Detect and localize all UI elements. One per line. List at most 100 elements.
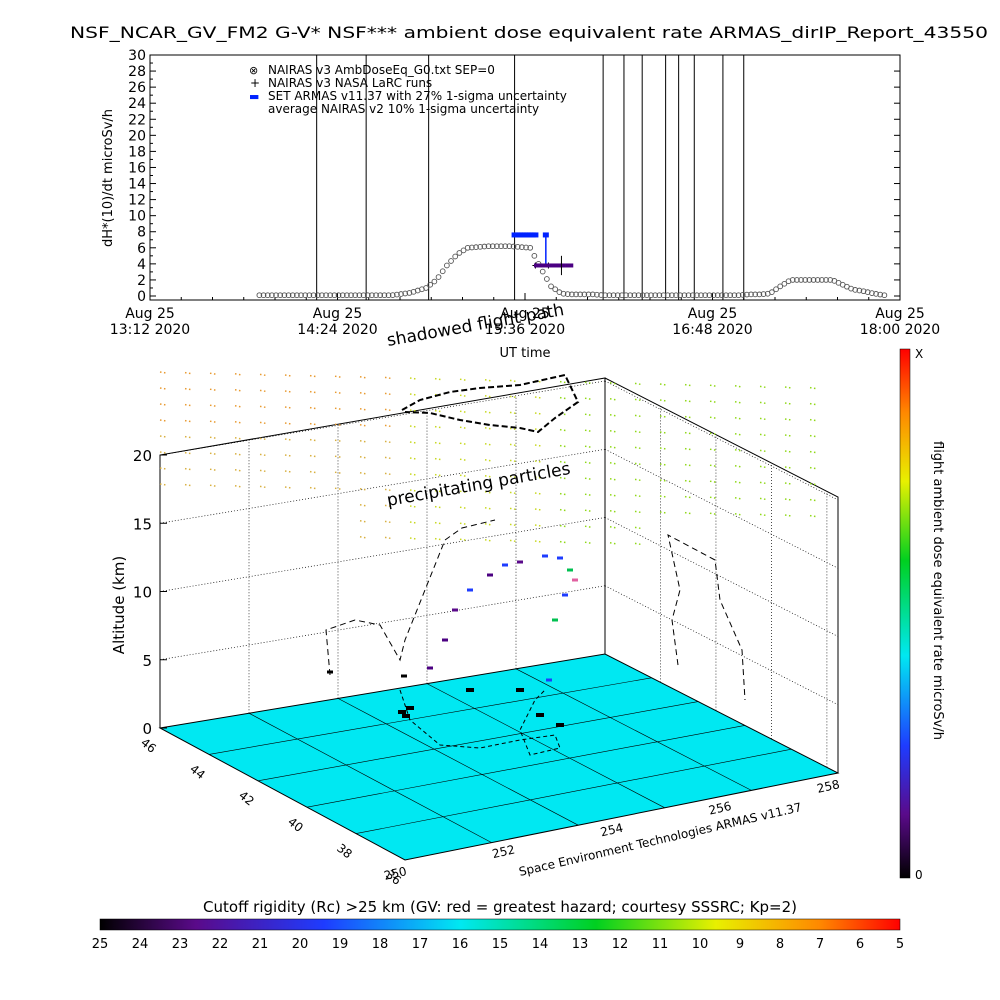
nairas-v3-point	[260, 292, 267, 299]
series-nairas-v3	[256, 243, 888, 299]
armas-point	[532, 232, 539, 238]
series-nairas-v2	[534, 255, 574, 276]
particle-marker	[309, 374, 317, 378]
nairas-v3-point	[464, 244, 471, 251]
nairas-v3-point	[389, 292, 396, 298]
nairas-v3-point	[869, 290, 875, 296]
particle-marker	[159, 435, 167, 438]
x-tick-time: 18:00 2020	[860, 322, 940, 338]
y-tick-label: 0	[137, 289, 146, 305]
particle-marker	[434, 537, 442, 541]
x-tick-time: 14:24 2020	[297, 322, 377, 338]
particle-marker	[734, 513, 742, 516]
nairas-v3-point	[598, 292, 604, 298]
nairas-v3-point	[498, 243, 504, 250]
particle-marker	[734, 465, 742, 468]
x-tick-time: 15:36 2020	[485, 322, 565, 338]
particle-marker	[184, 419, 192, 423]
altitude-ticks: 0 5 10 15 20	[133, 447, 167, 738]
nairas-v3-point	[631, 292, 638, 299]
particle-marker	[484, 427, 492, 430]
particle-marker	[284, 390, 292, 393]
particle-marker	[159, 467, 167, 470]
particle-marker	[509, 427, 517, 431]
particle-marker	[234, 485, 242, 488]
nairas-v3-point	[264, 292, 271, 299]
altitude-tick-label: 5	[142, 652, 152, 670]
particle-marker	[484, 523, 492, 526]
rigidity-tick-label: 23	[172, 937, 189, 952]
nairas-v3-point	[602, 292, 609, 299]
particle-marker	[584, 381, 592, 384]
nairas-v3-point	[639, 292, 646, 299]
nairas-v3-point	[594, 291, 600, 298]
y-axis-label: dH*(10)/dt microSv/h	[101, 109, 116, 247]
latitude-tick-label: 40	[285, 815, 306, 835]
nairas-v2-point	[565, 263, 574, 268]
particle-marker	[234, 469, 242, 472]
particle-marker	[359, 520, 367, 523]
nairas-v3-point	[569, 291, 575, 298]
particle-marker	[259, 405, 267, 409]
nairas-v3-point	[494, 243, 500, 250]
nairas-v3-point	[477, 243, 484, 250]
flight-dose-marker	[567, 568, 573, 572]
nairas-v3-point	[660, 292, 667, 299]
particle-marker	[234, 373, 242, 376]
particle-marker	[359, 472, 367, 475]
particle-marker	[634, 446, 642, 450]
particle-marker	[284, 438, 292, 441]
particle-marker	[484, 443, 492, 446]
particle-marker	[359, 408, 367, 411]
particle-marker	[684, 479, 692, 483]
rigidity-tick-label: 10	[692, 937, 709, 952]
particle-marker	[559, 476, 567, 480]
particle-marker	[584, 429, 592, 432]
particle-marker	[484, 379, 492, 382]
latitude-tick-label: 44	[187, 762, 208, 782]
particle-marker	[409, 457, 417, 460]
nairas-v3-point	[677, 292, 684, 299]
floor-grid-line	[337, 698, 579, 826]
particle-marker	[634, 462, 642, 466]
particle-marker	[159, 419, 167, 422]
rigidity-tick-label: 21	[252, 937, 269, 952]
particle-marker	[709, 480, 717, 483]
nairas-v3-point	[531, 252, 538, 259]
particle-marker	[459, 538, 467, 541]
legend-label-2: SET ARMAS v11.37 with 27% 1-sigma uncert…	[268, 89, 567, 103]
nairas-v3-point	[327, 292, 334, 299]
particle-marker	[584, 461, 592, 464]
particle-marker	[784, 450, 792, 453]
particle-marker	[409, 473, 417, 476]
rigidity-tick-label: 6	[856, 937, 864, 952]
particle-marker	[784, 434, 792, 437]
nairas-v3-point	[481, 243, 488, 250]
flight-dose-marker	[517, 560, 523, 564]
nairas-v3-point	[648, 292, 654, 299]
longitude-tick-label: 250	[383, 864, 408, 883]
particle-marker	[234, 405, 242, 408]
particle-marker	[184, 371, 192, 375]
particle-marker	[659, 415, 667, 418]
nairas-v3-point	[635, 292, 642, 299]
particle-marker	[659, 383, 667, 386]
particle-marker	[184, 483, 192, 487]
particle-marker	[534, 444, 542, 447]
flight-dose-marker	[467, 588, 473, 592]
particle-marker	[634, 494, 642, 498]
precipitating-particles-markers	[159, 371, 817, 546]
ground-dose-marker	[516, 688, 524, 692]
rigidity-tick-label: 17	[412, 937, 429, 952]
nairas-v3-point	[619, 292, 625, 299]
nairas-v3-point	[256, 292, 263, 299]
particle-marker	[434, 441, 442, 445]
x-tick-date: Aug 25	[688, 306, 738, 322]
particle-marker	[534, 460, 542, 463]
particle-marker	[809, 434, 817, 438]
series-armas	[511, 232, 549, 266]
nairas-v3-point	[719, 292, 725, 299]
particle-marker	[534, 492, 542, 495]
particle-marker	[184, 467, 192, 471]
nairas-v3-point	[748, 291, 754, 298]
